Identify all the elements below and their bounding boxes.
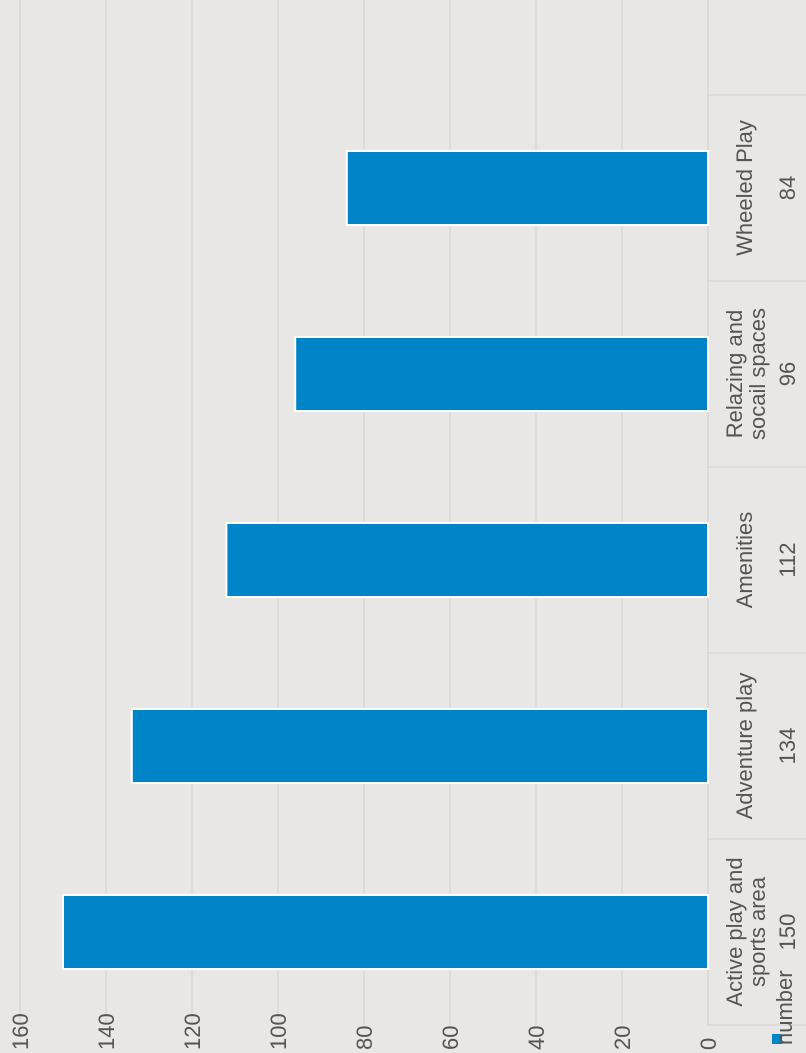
bar — [345, 150, 709, 226]
bar-value-label: 112 — [775, 542, 800, 577]
bar-value-label: 150 — [775, 914, 800, 951]
category-label: Relazing andsocail spaces — [722, 308, 770, 440]
category-label-line: Relazing and — [722, 310, 747, 438]
legend-swatch — [772, 1034, 782, 1044]
value-tick-label: 0 — [696, 1038, 721, 1050]
value-tick-label: 140 — [94, 1013, 119, 1050]
value-tick-label: 60 — [438, 1026, 463, 1050]
value-axis-tick-labels: 0 20 40 60 80 100 120 140 160 — [8, 1013, 721, 1050]
category-label: Active play andsports area — [722, 857, 770, 1006]
category-label-line: socail spaces — [745, 308, 770, 440]
bar — [130, 708, 710, 784]
category-label: Amenities — [732, 512, 757, 609]
category-label-line: sports area — [745, 876, 770, 987]
category-label-line: Amenities — [732, 512, 757, 609]
value-tick-label: 80 — [352, 1026, 377, 1050]
legend-label: number — [772, 970, 797, 1045]
category-label-line: Adventure play — [732, 673, 757, 820]
category-label-line: Active play and — [722, 857, 747, 1006]
bar-value-label: 84 — [775, 176, 800, 200]
category-label: Wheeled Play — [732, 120, 757, 256]
value-tick-label: 40 — [524, 1026, 549, 1050]
bars — [62, 150, 710, 970]
bar — [225, 522, 709, 598]
legend: number — [772, 970, 797, 1045]
category-axis-labels: Active play andsports area Adventure play… — [722, 120, 770, 1006]
category-label: Adventure play — [732, 673, 757, 820]
bar — [62, 894, 709, 970]
bar-value-label: 134 — [775, 728, 800, 765]
value-tick-label: 120 — [180, 1013, 205, 1050]
value-tick-label: 100 — [266, 1013, 291, 1050]
bar — [294, 336, 709, 412]
value-tick-label: 160 — [8, 1013, 33, 1050]
bar-value-label: 96 — [775, 362, 800, 386]
value-tick-label: 20 — [610, 1026, 635, 1050]
bar-data-labels: 150 134 112 96 84 — [775, 176, 800, 951]
category-label-line: Wheeled Play — [732, 120, 757, 256]
